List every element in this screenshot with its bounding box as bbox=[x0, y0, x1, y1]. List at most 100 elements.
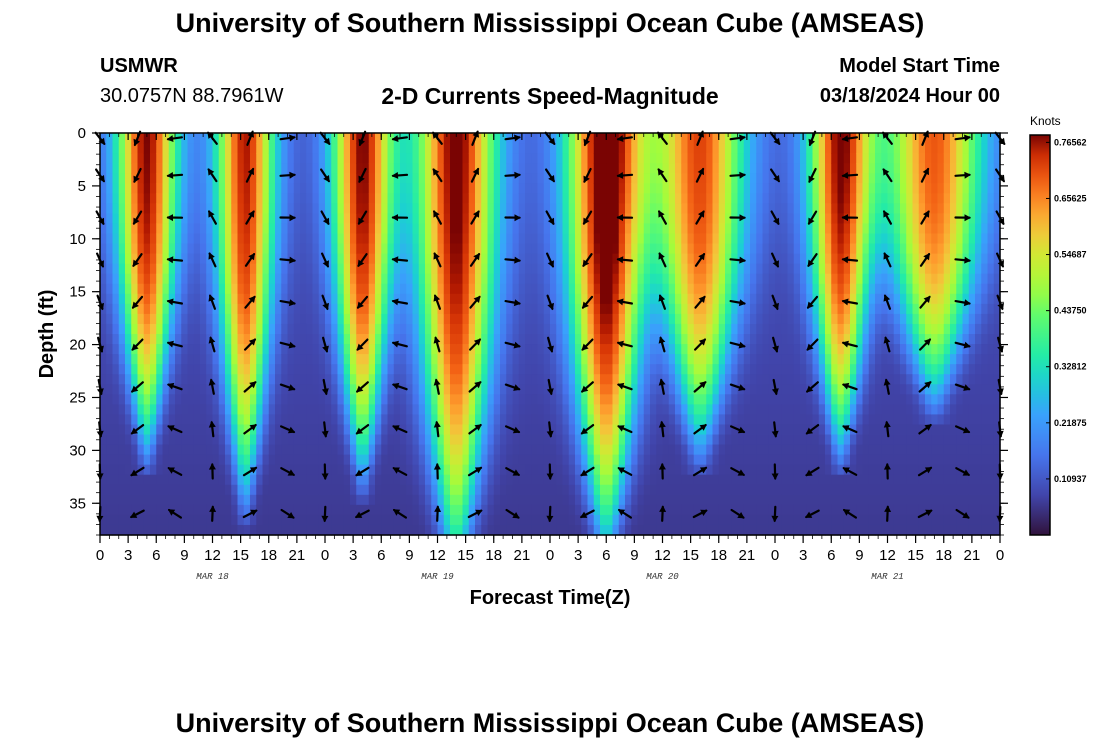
heatmap-cell bbox=[325, 283, 332, 295]
heatmap-cell bbox=[150, 193, 157, 204]
heatmap-cell bbox=[693, 444, 701, 456]
heatmap-cell bbox=[293, 474, 301, 486]
heatmap-cell bbox=[875, 163, 882, 174]
heatmap-cell bbox=[306, 213, 314, 225]
heatmap-cell bbox=[262, 444, 270, 456]
heatmap-cell bbox=[325, 404, 332, 415]
heatmap-cell bbox=[400, 344, 407, 355]
heatmap-cell bbox=[268, 323, 276, 335]
heatmap-cell bbox=[100, 223, 107, 235]
heatmap-cell bbox=[306, 313, 314, 325]
heatmap-cell bbox=[812, 213, 820, 225]
heatmap-cell bbox=[493, 223, 501, 235]
heatmap-cell bbox=[612, 173, 620, 184]
heatmap-cell bbox=[581, 153, 589, 164]
heatmap-cell bbox=[800, 364, 807, 375]
heatmap-cell bbox=[162, 494, 170, 506]
heatmap-cell bbox=[706, 394, 714, 405]
heatmap-cell bbox=[325, 414, 332, 426]
heatmap-cell bbox=[406, 504, 414, 516]
heatmap-cell bbox=[337, 203, 345, 214]
heatmap-cell bbox=[850, 364, 857, 375]
heatmap-cell bbox=[131, 464, 139, 476]
heatmap-cell bbox=[781, 323, 789, 335]
heatmap-cell bbox=[843, 454, 851, 466]
heatmap-cell bbox=[568, 464, 576, 476]
heatmap-cell bbox=[437, 464, 445, 476]
heatmap-cell bbox=[631, 223, 639, 235]
heatmap-cell bbox=[818, 193, 826, 204]
heatmap-cell bbox=[656, 464, 664, 476]
heatmap-cell bbox=[725, 203, 732, 214]
heatmap-cell bbox=[175, 334, 182, 345]
heatmap-cell bbox=[812, 374, 820, 385]
heatmap-cell bbox=[268, 213, 276, 225]
heatmap-cell bbox=[800, 243, 807, 255]
heatmap-cell bbox=[368, 434, 376, 446]
heatmap-cell bbox=[381, 193, 389, 204]
heatmap-cell bbox=[606, 434, 614, 446]
heatmap-cell bbox=[300, 223, 307, 235]
heatmap-cell bbox=[525, 364, 532, 375]
heatmap-cell bbox=[193, 233, 201, 245]
heatmap-cell bbox=[162, 474, 170, 486]
heatmap-cell bbox=[337, 303, 345, 315]
heatmap-cell bbox=[275, 173, 282, 184]
heatmap-cell bbox=[481, 263, 489, 275]
heatmap-cell bbox=[425, 484, 432, 496]
heatmap-cell bbox=[837, 223, 845, 235]
heatmap-cell bbox=[668, 163, 676, 174]
heatmap-cell bbox=[150, 504, 157, 516]
heatmap-cell bbox=[100, 404, 107, 415]
heatmap-cell bbox=[131, 494, 139, 506]
heatmap-cell bbox=[468, 494, 476, 506]
heatmap-cell bbox=[500, 424, 507, 436]
heatmap-cell bbox=[618, 374, 626, 385]
heatmap-cell bbox=[806, 143, 814, 154]
heatmap-cell bbox=[418, 173, 426, 184]
heatmap-cell bbox=[525, 213, 532, 225]
heatmap-cell bbox=[818, 394, 826, 405]
heatmap-cell bbox=[362, 283, 370, 295]
heatmap-cell bbox=[256, 394, 264, 405]
heatmap-cell bbox=[500, 434, 507, 446]
heatmap-cell bbox=[581, 283, 589, 295]
heatmap-cell bbox=[175, 223, 182, 235]
heatmap-cell bbox=[612, 364, 620, 375]
heatmap-cell bbox=[506, 404, 514, 415]
heatmap-cell bbox=[337, 133, 345, 144]
heatmap-cell bbox=[187, 494, 195, 506]
heatmap-cell bbox=[256, 364, 264, 375]
heatmap-cell bbox=[225, 394, 232, 405]
heatmap-cell bbox=[650, 364, 657, 375]
heatmap-cell bbox=[412, 394, 420, 405]
heatmap-cell bbox=[406, 143, 414, 154]
heatmap-cell bbox=[500, 293, 507, 305]
heatmap-cell bbox=[162, 484, 170, 496]
heatmap-cell bbox=[150, 163, 157, 174]
heatmap-cell bbox=[862, 494, 870, 506]
heatmap-cell bbox=[831, 323, 839, 335]
heatmap-cell bbox=[406, 384, 414, 395]
heatmap-cell bbox=[612, 273, 620, 285]
heatmap-cell bbox=[562, 374, 570, 385]
heatmap-cell bbox=[156, 143, 164, 154]
heatmap-cell bbox=[700, 374, 707, 385]
heatmap-cell bbox=[212, 454, 220, 466]
heatmap-cell bbox=[131, 334, 139, 345]
heatmap-cell bbox=[631, 374, 639, 385]
heatmap-cell bbox=[368, 424, 376, 436]
heatmap-cell bbox=[568, 133, 576, 144]
heatmap-cell bbox=[231, 213, 239, 225]
heatmap-cell bbox=[268, 233, 276, 245]
heatmap-cell bbox=[412, 384, 420, 395]
heatmap-cell bbox=[637, 273, 645, 285]
heatmap-cell bbox=[825, 233, 832, 245]
heatmap-cell bbox=[662, 334, 670, 345]
heatmap-cell bbox=[168, 233, 176, 245]
heatmap-cell bbox=[625, 524, 632, 536]
heatmap-cell bbox=[750, 203, 757, 214]
heatmap-cell bbox=[731, 354, 739, 365]
heatmap-cell bbox=[550, 374, 557, 385]
heatmap-cell bbox=[393, 153, 401, 164]
